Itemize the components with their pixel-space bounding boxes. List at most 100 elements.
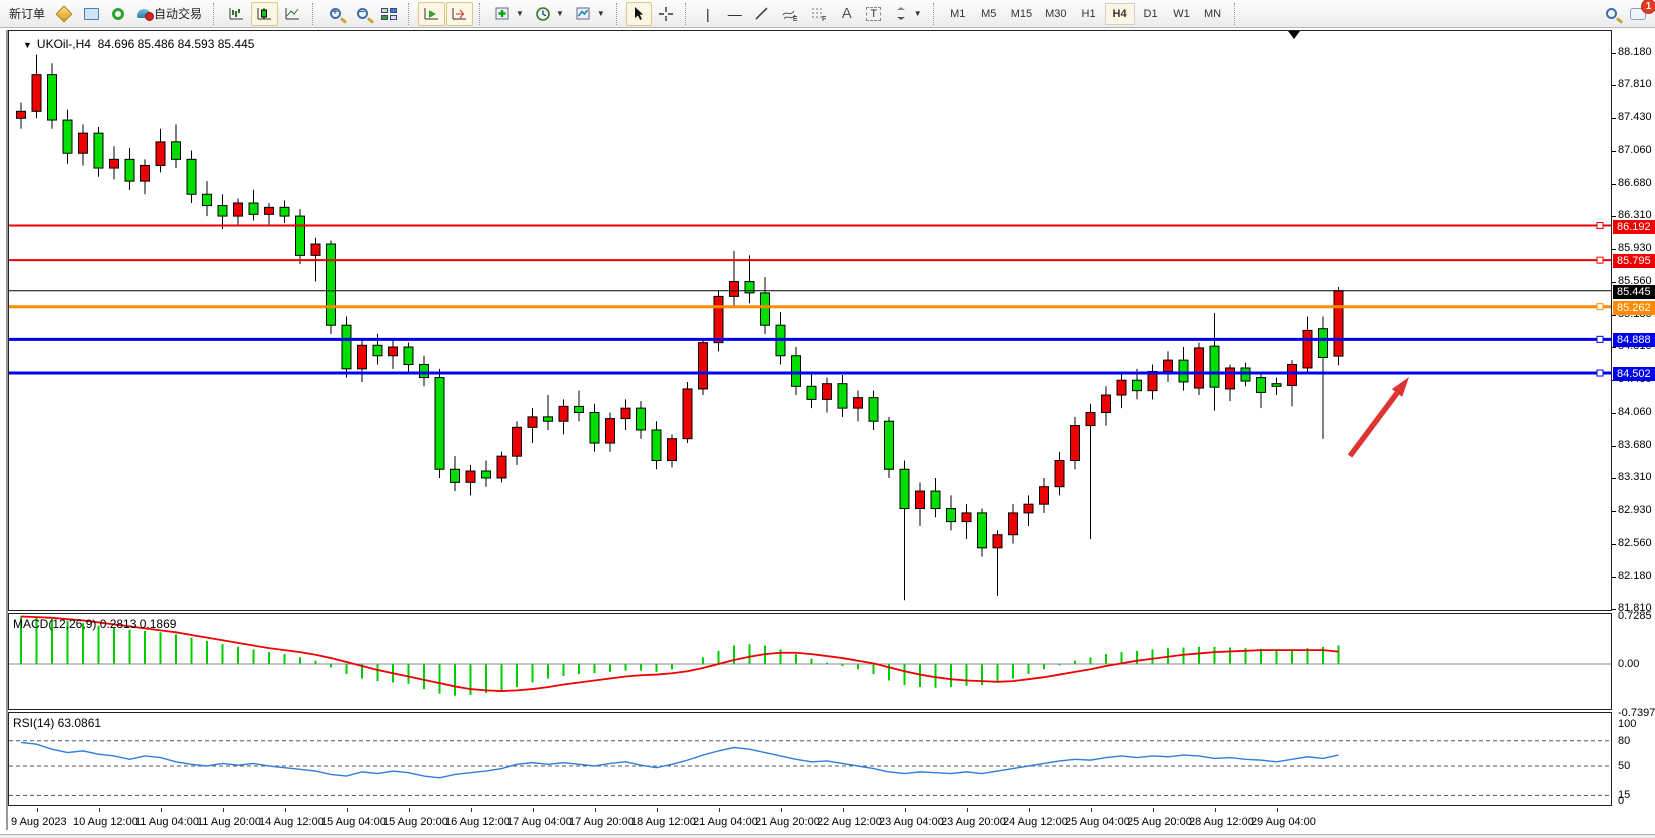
line-handle[interactable] xyxy=(1596,222,1604,230)
price-tick xyxy=(1612,85,1616,87)
trendline-icon xyxy=(755,7,768,20)
time-tick xyxy=(99,808,100,812)
time-label: 17 Aug 04:00 xyxy=(507,816,572,828)
timeframe-d1[interactable]: D1 xyxy=(1143,7,1158,20)
data-window-button[interactable] xyxy=(78,2,104,26)
timeframe-h1[interactable]: H1 xyxy=(1081,7,1096,20)
macd-axis-label: 0.7285 xyxy=(1618,609,1652,622)
candle-bullish xyxy=(109,158,119,169)
line-handle[interactable] xyxy=(1596,256,1604,264)
line-handle[interactable] xyxy=(1596,369,1604,377)
candle-bullish xyxy=(822,383,832,400)
candle-bearish xyxy=(279,206,290,217)
line-handle[interactable] xyxy=(1596,335,1604,343)
rsi-pane[interactable]: RSI(14) 63.0861 xyxy=(8,712,1612,806)
timeframe-m1[interactable]: M1 xyxy=(950,7,966,20)
fibonacci-button[interactable]: F xyxy=(805,2,833,26)
bar-chart-button[interactable] xyxy=(223,2,250,26)
text-label-button[interactable]: T xyxy=(861,2,887,26)
auto-scroll-button[interactable] xyxy=(418,1,446,26)
line-handle[interactable] xyxy=(1596,303,1604,311)
price-tick xyxy=(1612,183,1616,185)
macd-signal-line xyxy=(20,615,1339,692)
timeframe-m15[interactable]: M15 xyxy=(1010,7,1033,20)
fibonacci-icon: F xyxy=(811,8,826,22)
candle-bearish xyxy=(186,158,197,195)
notifications-button[interactable]: 1 xyxy=(1625,0,1655,26)
templates-button[interactable]: ▼ xyxy=(570,2,610,26)
zoom-out-button[interactable]: − xyxy=(349,2,375,26)
timeframe-mn[interactable]: MN xyxy=(1203,7,1222,20)
time-axis[interactable]: 9 Aug 2023 10 Aug 12:00 11 Aug 04:00 11 Aug… xyxy=(8,808,1612,834)
autotrading-button[interactable]: 自动交易 xyxy=(132,2,207,26)
candlestick-chart-button[interactable] xyxy=(251,1,279,26)
candle-bearish xyxy=(202,193,212,207)
tile-windows-icon xyxy=(381,7,398,20)
candle-bearish xyxy=(791,355,801,387)
timeframe-w1[interactable]: W1 xyxy=(1173,7,1190,20)
candle-bearish xyxy=(171,141,181,160)
toolbar-separator xyxy=(479,2,485,25)
timeframe-h4[interactable]: H4 xyxy=(1104,2,1135,25)
zoom-in-button[interactable]: + xyxy=(322,2,348,26)
annotation-arrow-head[interactable] xyxy=(1391,377,1409,397)
market-watch-icon xyxy=(55,5,73,22)
candle-bearish xyxy=(543,416,553,422)
macd-canvas xyxy=(9,615,1611,696)
timeframe-m30[interactable]: M30 xyxy=(1045,7,1067,20)
price-tick-label: 81.810 xyxy=(1618,602,1652,615)
navigator-button[interactable] xyxy=(105,2,131,26)
periods-button[interactable]: ▼ xyxy=(530,2,569,26)
candle-bearish xyxy=(341,324,352,370)
candle-bullish xyxy=(682,388,693,440)
trendline-button[interactable] xyxy=(749,2,775,26)
new-order-button[interactable]: 新订单 xyxy=(9,7,46,21)
macd-pane[interactable]: MACD(12,26,9) 0.2813 0.1869 xyxy=(8,613,1612,710)
chart-shift-icon xyxy=(452,8,467,20)
price-axis[interactable]: 88.180 87.810 87.430 87.060 86.680 86.310 85.9… xyxy=(1612,30,1655,830)
line-chart-button[interactable] xyxy=(279,2,306,26)
search-button[interactable] xyxy=(1598,2,1624,26)
indicators-button[interactable]: ▼ xyxy=(489,2,529,26)
market-watch-button[interactable] xyxy=(51,2,77,26)
candle-bearish xyxy=(760,292,770,326)
time-tick xyxy=(967,808,968,812)
text-button[interactable]: A xyxy=(834,2,860,26)
price-tick-label: 85.560 xyxy=(1618,274,1652,287)
time-label: 21 Aug 04:00 xyxy=(693,816,758,828)
bid-price-badge: 85.445 xyxy=(1613,284,1655,299)
dropdown-caret-icon: ▼ xyxy=(555,9,564,18)
main-toolbar: 新订单 自动交易 + − ▼ xyxy=(0,0,1655,28)
candle-bearish xyxy=(651,429,662,462)
chart-shift-button[interactable] xyxy=(446,1,474,26)
equidistant-channel-button[interactable]: E xyxy=(776,2,804,26)
timeframe-m5[interactable]: M5 xyxy=(981,7,997,20)
tile-windows-button[interactable] xyxy=(376,2,402,26)
candle-bullish xyxy=(512,426,522,457)
candle-bullish xyxy=(1070,425,1080,462)
cursor-button[interactable] xyxy=(625,1,652,26)
time-tick xyxy=(223,808,224,812)
annotation-arrow-shaft[interactable] xyxy=(1347,391,1400,458)
bar-chart-icon xyxy=(229,8,244,20)
crosshair-button[interactable] xyxy=(653,2,679,26)
time-label: 25 Aug 04:00 xyxy=(1065,816,1130,828)
autotrading-label: 自动交易 xyxy=(154,7,203,21)
candle-bearish xyxy=(248,202,259,215)
dropdown-caret-icon: ▼ xyxy=(913,9,922,18)
rsi-axis-label: 100 xyxy=(1618,718,1637,730)
macd-indicator-label: MACD(12,26,9) 0.2813 0.1869 xyxy=(13,617,177,631)
price-pane[interactable]: ▼ UKOil-,H4 84.696 85.486 84.593 85.445 xyxy=(8,30,1612,611)
chart-shift-marker[interactable] xyxy=(1288,31,1300,39)
candle-bullish xyxy=(620,407,631,420)
time-tick xyxy=(843,808,844,812)
price-tick xyxy=(1612,281,1616,283)
candle-bullish xyxy=(1085,412,1096,427)
time-tick xyxy=(161,808,162,812)
candle-bullish xyxy=(1101,394,1111,414)
arrows-button[interactable]: ▼ xyxy=(888,2,927,26)
vertical-line-button[interactable]: | xyxy=(695,2,721,26)
time-label: 16 Aug 12:00 xyxy=(445,816,510,828)
horizontal-line-button[interactable]: — xyxy=(722,2,748,26)
candle-bearish xyxy=(419,363,429,379)
